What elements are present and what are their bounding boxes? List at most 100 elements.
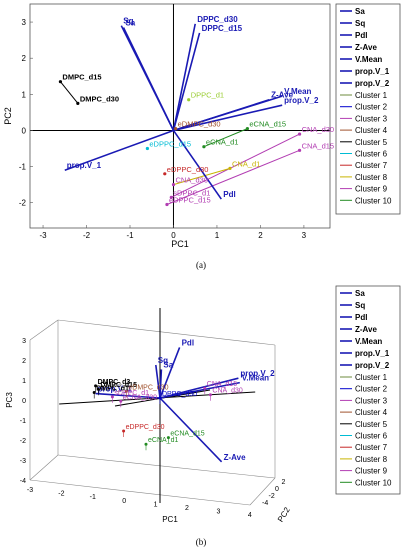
panel-a-point-label: DMPC_d30 [80,94,119,103]
panel-a-vector [122,27,175,131]
panel-b-x-tick-label: 1 [154,501,158,508]
legend-b-cluster-entry: Cluster 4 [355,408,388,417]
legend-b-cluster-entry: Cluster 8 [355,455,388,464]
panel-b-x-tick-label: -1 [90,494,96,501]
panel-a-vector-label: Sa [125,18,135,27]
panel-b-y-tick-label: -2 [20,438,26,445]
panel-a-y-tick-label: 0 [22,126,27,135]
panel-a-cluster-links [60,81,300,205]
legend-a-cluster-entry: Cluster 2 [355,103,388,112]
panel-b-vector [159,369,163,399]
panel-a-point-label: eCNA_d15 [249,120,286,129]
panel-a-x-tick-label: -3 [39,231,47,240]
panel-b-box-edge [57,319,276,346]
panel-b-y-tick-label: -1 [20,418,26,425]
panel-a-point-label: CNA_d15 [302,141,335,150]
panel-a-plot-frame [29,3,331,229]
panel-b-vector [159,381,240,399]
legend-b-cluster-entry: Cluster 2 [355,385,388,394]
panel-a-vector-label: DPPC_d15 [202,24,243,33]
panel-b-vector-label: Sq [158,356,168,365]
panel-a-x-tick-label: -1 [126,231,134,240]
panel-b-box-edge [57,454,276,479]
panel-b-point [122,429,126,433]
panel-a-point [297,132,302,136]
panel-a-point [169,195,173,199]
panel-a-y-tick-label: 1 [22,90,27,99]
legend-a-cluster-entry: Cluster 5 [355,138,388,147]
panel-b-z-tick-label: 0 [275,486,279,493]
panel-b-point [92,391,96,394]
panel-b-x-axis-label: PC1 [162,515,178,524]
panel-b-y-tick-label: 3 [22,338,26,345]
legend-a-vector-entry: Pdl [355,31,367,40]
legend-a-cluster-entry: Cluster 8 [355,173,388,182]
legend-a-vector-entry: prop.V_2 [355,79,390,88]
panel-b-y-tick-label: 0 [22,398,26,405]
panel-a-cluster-link [60,81,79,104]
legend-a-vector-entry: Z-Ave [355,43,377,52]
panel-b-point-label: DMPC_d3 [98,379,131,386]
panel-a-score-points: DMPC_d15 DMPC_d30 eDMPC_d30 DPPC_d1 eDPPC_d1… [58,73,335,207]
panel-a-point-label: DMPC_d15 [62,73,101,82]
panel-b-point [96,387,100,391]
panel-b-box-edge [29,319,59,341]
panel-b-y-tick-label: 1 [22,378,26,385]
panel-a-y-axis-label: PC2 [3,107,13,125]
panel-a-x-tick-label: 3 [302,231,307,240]
panel-a-vector [173,95,283,132]
panel-a-legend-box [335,3,401,215]
panel-b-vector [159,397,223,463]
panel-a-point-label: CNA_d30 [302,125,335,134]
panel-a-x-tick-label: -2 [83,231,91,240]
panel-a-point [163,172,167,176]
panel-b-z-tick-label: 2 [282,479,286,486]
panel-b-point [166,436,170,440]
panel-a-vector [173,104,283,132]
legend-b-cluster-entry: Cluster 7 [355,443,388,452]
legend-b-cluster-entry: Cluster 10 [355,478,392,487]
panel-a-point [58,80,63,84]
panel-b-x-tick-label: 0 [122,498,126,505]
panel-a-point [171,183,176,187]
panel-b-vector-label: prop.V_1 [98,385,133,394]
panel-b-vector-label: Pdl [182,338,194,347]
legend-b-vector-entry: Pdl [355,313,367,322]
panel-b-vector [155,364,161,399]
panel-a-vector [172,32,201,131]
panel-b-point [208,393,212,397]
panel-b-point-label: CNA_d30 [212,388,242,395]
panel-a-point [174,127,178,131]
legend-b-cluster-entry: Cluster 3 [355,396,388,405]
panel-a-tick-labels: -3 -2 -1 0 1 2 3 -2 -1 0 1 2 3 [19,18,307,240]
panel-b-x-tick-label: 2 [185,505,189,512]
panel-a-point-label: eCNA_d1 [206,138,239,147]
panel-b-point [119,399,123,403]
panel-b-point-label: eDMPC_d30 [128,384,168,391]
legend-a-vector-entry: prop.V_1 [355,67,390,76]
panel-b-box-edge [29,454,59,481]
panel-b-vector-label: Z-Ave [224,453,246,462]
panel-b-y-axis-label: PC3 [5,392,14,408]
panel-b-point-label: DMPC_d1 [96,386,129,393]
panel-b-z-tick-label: -4 [262,500,268,507]
panel-a-point-label: eDPPC_d30 [167,165,209,174]
panel-a-cluster-link [171,133,300,198]
panel-a-vector-label: prop.V_1 [67,161,102,170]
legend-a-cluster-entry: Cluster 1 [355,91,388,100]
panel-a-vector [172,23,197,131]
panel-a-vector-label: prop.V_2 [284,96,319,105]
panel-a-vector [172,129,222,200]
panel-b-legend: Sa Sq Pdl Z-Ave V.Mean prop.V_1 prop.V_2 Cluste… [335,285,401,495]
panel-b-3d-box [29,308,276,506]
panel-b-point-label: DPPC_d30 [162,391,197,398]
legend-b-vector-entry: V.Mean [355,337,382,346]
panel-b-point-label: eCNA_d30 [123,394,157,401]
panel-b-vector-label: V.Mean [242,374,269,383]
panel-a-y-tick-label: -1 [19,163,27,172]
legend-a-vector-entry: V.Mean [355,55,382,64]
